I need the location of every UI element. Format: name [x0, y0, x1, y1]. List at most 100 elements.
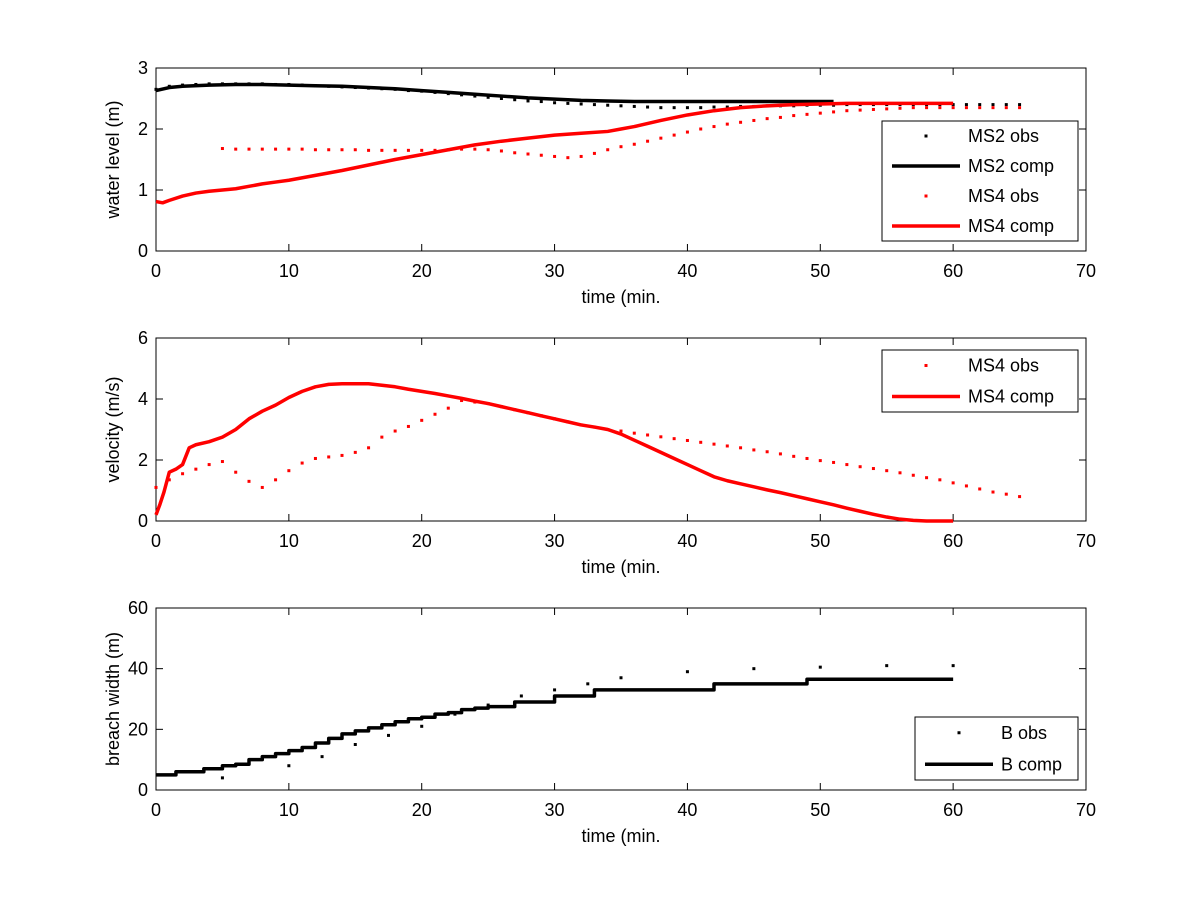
data-point [353, 450, 357, 454]
data-point [539, 100, 543, 104]
series-line [154, 382, 954, 523]
data-point [300, 147, 304, 151]
data-point [951, 481, 955, 485]
series-line [156, 677, 954, 777]
legend-label: MS4 comp [968, 387, 1054, 407]
data-point [699, 127, 703, 131]
data-point [606, 103, 610, 107]
legend-box [881, 349, 1079, 413]
data-point [805, 456, 809, 460]
data-point [978, 103, 982, 107]
data-point [951, 106, 955, 110]
y-axis-label: breach width (m) [103, 632, 123, 766]
data-point [659, 136, 663, 140]
series-line [155, 82, 834, 104]
data-point [672, 133, 676, 137]
data-point [287, 147, 291, 151]
data-point [420, 724, 424, 728]
data-point [778, 115, 782, 119]
data-point [978, 487, 982, 491]
data-point [353, 743, 357, 746]
data-point [460, 147, 464, 151]
series-2 [156, 677, 954, 777]
data-point [978, 106, 982, 110]
data-point [300, 461, 304, 465]
data-point [818, 459, 822, 463]
data-point [752, 667, 756, 671]
data-point [320, 755, 324, 759]
data-point [287, 469, 291, 473]
x-tick-label: 10 [279, 261, 299, 281]
data-point [606, 148, 610, 152]
data-point [646, 433, 650, 437]
data-point [778, 452, 782, 456]
data-point [685, 130, 689, 134]
data-point [486, 148, 490, 152]
data-point [792, 114, 796, 118]
x-tick-label: 10 [279, 531, 299, 551]
data-point [433, 148, 437, 152]
data-point [1004, 106, 1008, 110]
data-point [499, 149, 503, 153]
data-point [845, 463, 849, 467]
series-1 [154, 399, 1022, 499]
data-point [885, 664, 889, 668]
data-point [460, 399, 464, 403]
data-point [234, 147, 238, 151]
y-tick-label: 1 [138, 180, 148, 200]
data-point [579, 102, 583, 106]
data-point [526, 152, 530, 156]
y-tick-label: 6 [138, 328, 148, 348]
data-point [234, 470, 238, 474]
data-point [818, 665, 822, 669]
legend-box [914, 716, 1079, 781]
legend-marker [924, 134, 928, 138]
legend: MS4 obs MS4 comp [881, 349, 1079, 413]
data-point [393, 429, 397, 433]
data-point [387, 733, 390, 737]
data-point [619, 676, 623, 680]
x-tick-label: 30 [545, 261, 565, 281]
data-point [818, 111, 822, 115]
data-point [260, 485, 264, 489]
data-point [632, 142, 636, 146]
x-axis-label: time (min. [581, 287, 660, 307]
data-point [885, 469, 889, 473]
data-point [632, 431, 636, 435]
data-point [699, 106, 703, 110]
data-point [712, 125, 716, 129]
x-tick-label: 20 [412, 261, 432, 281]
legend-marker [957, 731, 961, 735]
data-point [406, 148, 410, 152]
data-point [220, 460, 224, 464]
data-point [659, 435, 663, 439]
y-axis-label: velocity (m/s) [103, 376, 123, 482]
data-point [938, 106, 942, 110]
x-tick-label: 50 [810, 800, 830, 820]
y-tick-label: 2 [138, 450, 148, 470]
data-point [553, 688, 557, 692]
data-point [313, 456, 317, 460]
chart-panel-1: 0 10 20 30 40 50 60 70 0 1 2 3 time (min. water level… [103, 58, 1096, 307]
chart-panel-2: 0 10 20 30 40 50 60 70 0 2 4 6 time (min. velocity (m… [103, 328, 1096, 577]
y-tick-label: 0 [138, 780, 148, 800]
x-tick-label: 0 [151, 261, 161, 281]
data-point [1004, 103, 1008, 107]
legend-label: B comp [1001, 754, 1062, 774]
legend: MS2 obs MS2 comp MS4 obs MS4 comp [881, 120, 1079, 242]
x-tick-label: 20 [412, 800, 432, 820]
x-tick-label: 70 [1076, 800, 1096, 820]
data-point [486, 95, 490, 99]
data-point [433, 412, 437, 416]
data-point [964, 106, 968, 110]
data-point [327, 455, 331, 459]
data-point [646, 139, 650, 143]
y-tick-label: 40 [128, 659, 148, 679]
data-point [845, 109, 849, 113]
data-point [765, 450, 769, 454]
data-point [632, 104, 636, 108]
data-point [685, 106, 689, 110]
data-point [991, 103, 995, 107]
data-point [619, 145, 623, 149]
data-point [274, 147, 278, 151]
